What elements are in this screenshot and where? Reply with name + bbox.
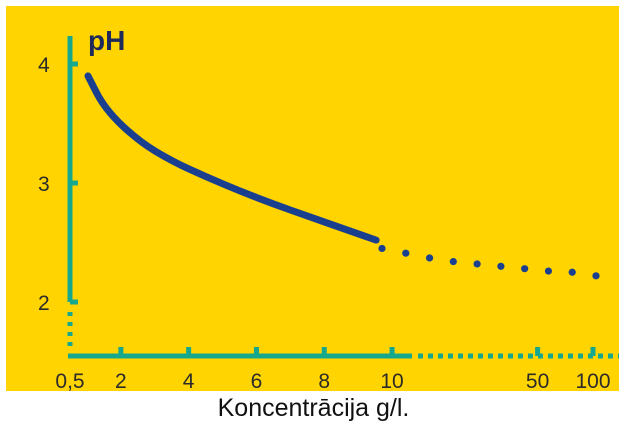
axes xyxy=(67,36,619,359)
x-tick-label: 6 xyxy=(251,370,263,393)
ph-curve-dot xyxy=(544,267,553,275)
x-tick-label: 8 xyxy=(318,370,330,393)
x-tick-label: 10 xyxy=(380,370,403,393)
ph-curve-dot xyxy=(568,268,576,276)
ph-curve-solid xyxy=(84,72,380,244)
x-tick-label: 2 xyxy=(115,370,127,393)
chart-background xyxy=(6,6,619,391)
ph-curve-dot xyxy=(425,254,434,262)
ph-curve-dot xyxy=(378,244,386,253)
x-tick-label: 50 xyxy=(526,370,549,393)
y-axis-title: pH xyxy=(88,25,125,56)
ph-curve-dot xyxy=(449,257,457,266)
x-tick-label: 100 xyxy=(575,370,610,393)
ph-curve-dot xyxy=(592,272,600,280)
x-axis-title: Koncentrācija g/l. xyxy=(217,394,410,422)
y-tick-label: 4 xyxy=(38,54,50,77)
series xyxy=(84,72,600,280)
ph-curve-dot xyxy=(473,260,481,268)
ph-curve-dot xyxy=(402,249,410,257)
tick-labels: 2 3 4 0,5 2 4 6 8 10 50 100 xyxy=(38,54,611,393)
y-tick-label: 2 xyxy=(38,292,50,315)
ph-curve-dot xyxy=(497,262,505,270)
x-tick-label: 4 xyxy=(183,370,195,393)
x-tick-label: 0,5 xyxy=(55,370,84,393)
chart: 2 3 4 0,5 2 4 6 8 10 50 100 pH xyxy=(6,6,619,393)
y-tick-label: 3 xyxy=(38,173,50,196)
ph-curve-dot xyxy=(521,265,529,273)
